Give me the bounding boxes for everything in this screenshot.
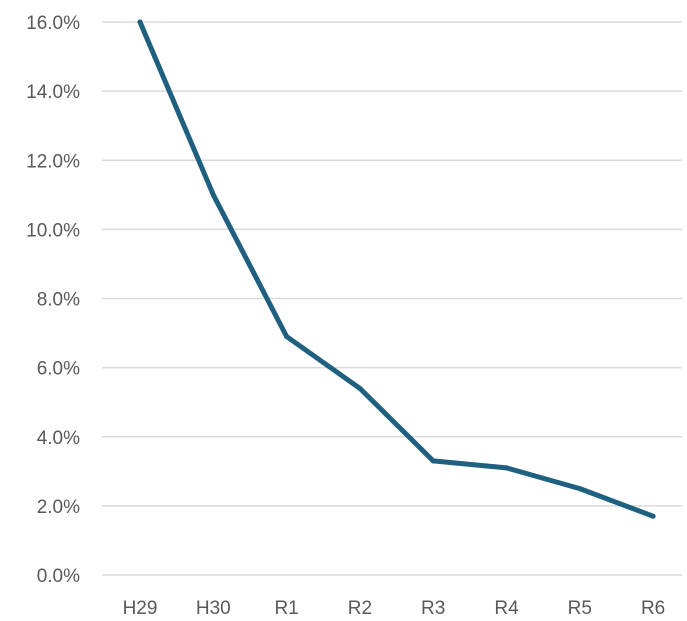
x-tick-label: R6 — [641, 598, 665, 619]
data-point — [137, 19, 143, 25]
series-line — [137, 19, 656, 519]
series-group — [137, 19, 656, 519]
y-tick-label: 12.0% — [26, 151, 80, 172]
data-point — [357, 385, 363, 391]
x-tick-label: R5 — [568, 598, 592, 619]
data-point — [650, 513, 656, 519]
data-point — [504, 465, 509, 471]
x-tick-label: H29 — [123, 598, 158, 619]
x-tick-label: R1 — [274, 598, 298, 619]
x-tick-label: H30 — [196, 598, 231, 619]
data-point — [210, 192, 216, 198]
data-point — [430, 458, 436, 464]
y-tick-label: 10.0% — [26, 220, 80, 241]
y-tick-label: 16.0% — [26, 13, 80, 34]
x-tick-label: R2 — [348, 598, 372, 619]
y-tick-label: 2.0% — [37, 497, 80, 518]
y-tick-label: 8.0% — [37, 290, 80, 311]
y-tick-label: 6.0% — [37, 359, 80, 380]
data-point — [577, 486, 583, 492]
x-tick-label: R3 — [421, 598, 445, 619]
y-tick-label: 14.0% — [26, 82, 80, 103]
x-tick-label: R4 — [494, 598, 519, 619]
y-tick-label: 4.0% — [37, 428, 80, 449]
y-tick-label: 0.0% — [37, 566, 80, 587]
x-axis-tick-labels: H29 H30 R1 R2 R3 R4 R5 R6 — [123, 598, 666, 619]
data-point — [284, 334, 290, 340]
y-axis-tick-labels: 0.0% 2.0% 4.0% 6.0% 8.0% 10.0% 12.0% 14.0% 16.0% — [26, 13, 80, 587]
